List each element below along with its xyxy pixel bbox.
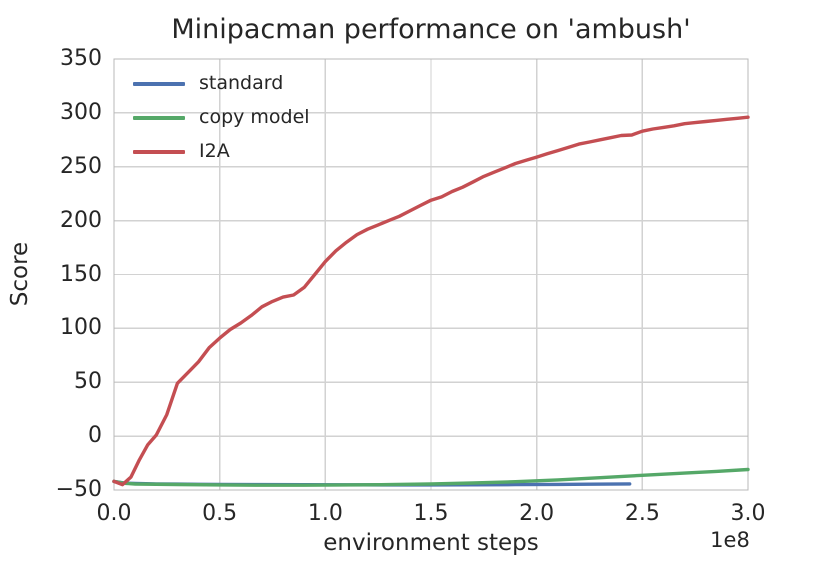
y-tick-label: 150 — [60, 261, 102, 287]
y-tick-label: 200 — [60, 207, 102, 233]
y-tick-label: −50 — [55, 477, 102, 502]
x-tick-label: 1.0 — [307, 501, 343, 526]
legend-row: I2A — [133, 141, 310, 162]
legend-label: copy model — [199, 106, 310, 128]
y-tick-label: 100 — [60, 315, 102, 341]
y-tick-label: 300 — [60, 99, 102, 125]
y-tick-label: 250 — [60, 153, 102, 179]
x-tick-label: 0.0 — [96, 501, 132, 526]
x-tick-label: 0.5 — [202, 501, 238, 526]
x-tick-label: 3.0 — [730, 501, 766, 526]
x-tick-label: 1.5 — [413, 501, 449, 526]
legend-row: copy model — [133, 107, 310, 128]
legend-label: standard — [199, 72, 284, 94]
y-axis-label: Score — [7, 241, 33, 307]
x-axis-offset-label: 1e8 — [710, 528, 750, 552]
legend: standard copy model I2A — [133, 73, 310, 162]
legend-line-sample — [133, 115, 185, 120]
legend-line-sample — [133, 81, 185, 86]
y-tick-label: 350 — [60, 46, 102, 71]
series-line-I2A — [112, 115, 750, 487]
x-tick-label: 2.0 — [519, 501, 555, 526]
legend-row: standard — [133, 73, 310, 94]
y-tick-label: 0 — [88, 423, 102, 449]
legend-label: I2A — [199, 140, 230, 162]
x-axis-label: environment steps — [323, 530, 539, 556]
chart-title: Minipacman performance on 'ambush' — [171, 14, 691, 45]
legend-line-sample — [133, 149, 185, 154]
series-line-copy-model — [112, 467, 750, 487]
y-tick-label: 50 — [74, 369, 102, 395]
axes-spines — [113, 58, 749, 491]
x-tick-label: 2.5 — [624, 501, 660, 526]
